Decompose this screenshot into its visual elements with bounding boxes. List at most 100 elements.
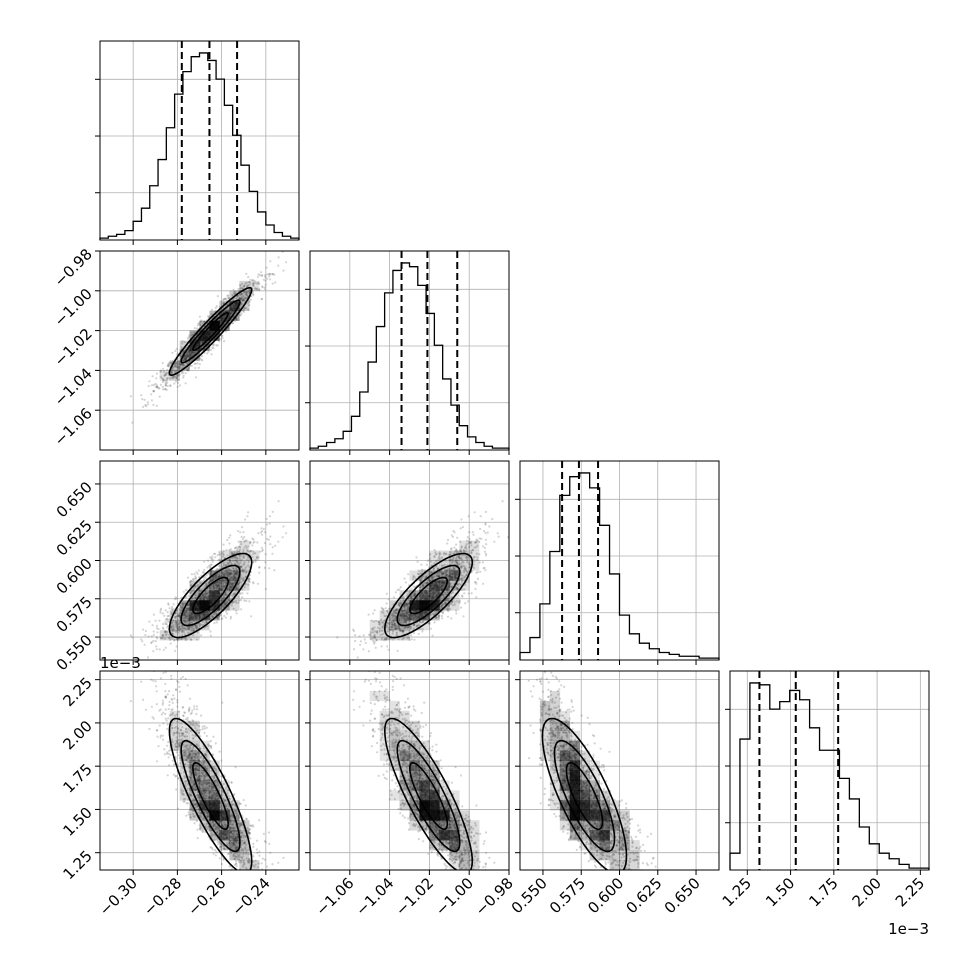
sample-point: [242, 299, 245, 302]
sample-point: [428, 622, 431, 626]
sample-point: [191, 351, 194, 354]
sample-point: [436, 610, 439, 613]
sample-point: [262, 278, 265, 281]
sample-point: [404, 626, 407, 629]
sample-point: [231, 584, 234, 587]
sample-point: [150, 635, 153, 638]
sample-point: [472, 556, 475, 559]
sample-point: [186, 337, 190, 340]
sample-point: [175, 369, 178, 372]
sample-point: [235, 568, 238, 571]
sample-point: [193, 362, 196, 365]
sample-point: [455, 561, 458, 564]
sample-point: [175, 625, 178, 628]
sample-point: [229, 572, 232, 575]
sample-point: [387, 626, 391, 629]
sample-point: [242, 297, 245, 300]
sample-point: [271, 552, 274, 555]
sample-point: [444, 601, 447, 604]
sample-point: [206, 559, 210, 562]
sample-point: [188, 360, 191, 363]
sample-point: [395, 608, 398, 612]
sample-point: [244, 293, 247, 296]
sample-point: [407, 617, 410, 620]
sample-point: [209, 630, 212, 633]
sample-point: [177, 614, 180, 617]
sample-point: [229, 561, 232, 564]
sample-point: [269, 543, 272, 546]
sample-point: [468, 565, 472, 569]
sample-point: [163, 374, 166, 377]
sample-point: [230, 576, 233, 579]
sample-point: [181, 366, 184, 369]
sample-point: [174, 598, 177, 601]
sample-point: [176, 357, 180, 360]
sample-point: [195, 376, 198, 379]
sample-point: [401, 630, 404, 633]
sample-point: [203, 578, 206, 581]
sample-point: [406, 608, 409, 612]
sample-point: [187, 604, 190, 607]
sample-point: [176, 626, 179, 629]
sample-point: [395, 608, 398, 612]
sample-point: [496, 532, 499, 535]
sample-point: [405, 615, 408, 618]
sample-point: [172, 376, 175, 379]
sample-point: [222, 605, 225, 609]
sample-point: [232, 573, 236, 577]
sample-point: [190, 621, 193, 624]
sample-point: [378, 627, 381, 630]
sample-point: [175, 623, 178, 626]
sample-point: [450, 601, 453, 604]
sample-point: [190, 584, 193, 588]
sample-point: [230, 583, 234, 586]
sample-point: [433, 562, 436, 565]
sample-point: [237, 545, 240, 549]
sample-point: [161, 626, 164, 629]
sample-point: [400, 620, 403, 623]
sample-point: [236, 557, 239, 560]
sample-point: [232, 575, 235, 578]
sample-point: [205, 621, 208, 624]
sample-point: [210, 569, 213, 572]
sample-point: [206, 566, 209, 569]
sample-point: [406, 617, 409, 620]
sample-point: [189, 353, 192, 357]
sample-point: [235, 609, 238, 612]
sample-point: [374, 637, 377, 640]
sample-point: [484, 532, 487, 535]
sample-point: [247, 545, 250, 548]
sample-point: [207, 594, 210, 598]
density-cell: [239, 290, 250, 302]
sample-point: [254, 287, 257, 290]
panel-frame: [309, 250, 510, 451]
sample-point: [264, 587, 267, 591]
sample-point: [450, 568, 453, 571]
sample-point: [426, 587, 429, 590]
sample-point: [229, 311, 232, 315]
sample-point: [367, 633, 371, 637]
sample-point: [400, 612, 403, 615]
sample-point: [442, 603, 445, 606]
sample-point: [212, 587, 215, 590]
sample-point: [175, 630, 178, 633]
sample-point: [191, 351, 194, 354]
sample-point: [174, 621, 178, 624]
sample-point: [234, 559, 237, 562]
sample-point: [232, 600, 235, 603]
sample-point: [215, 574, 218, 578]
sample-point: [212, 583, 215, 586]
sample-point: [239, 581, 242, 584]
sample-point: [190, 638, 193, 642]
sample-point: [252, 538, 255, 541]
sample-point: [470, 592, 473, 595]
sample-point: [245, 293, 248, 297]
sample-point: [196, 626, 199, 629]
sample-point: [269, 535, 272, 538]
sample-point: [245, 546, 248, 550]
sample-point: [188, 355, 191, 358]
sample-point: [178, 615, 181, 618]
sample-point: [218, 575, 221, 578]
sample-point: [240, 293, 243, 296]
sample-point: [187, 366, 190, 369]
